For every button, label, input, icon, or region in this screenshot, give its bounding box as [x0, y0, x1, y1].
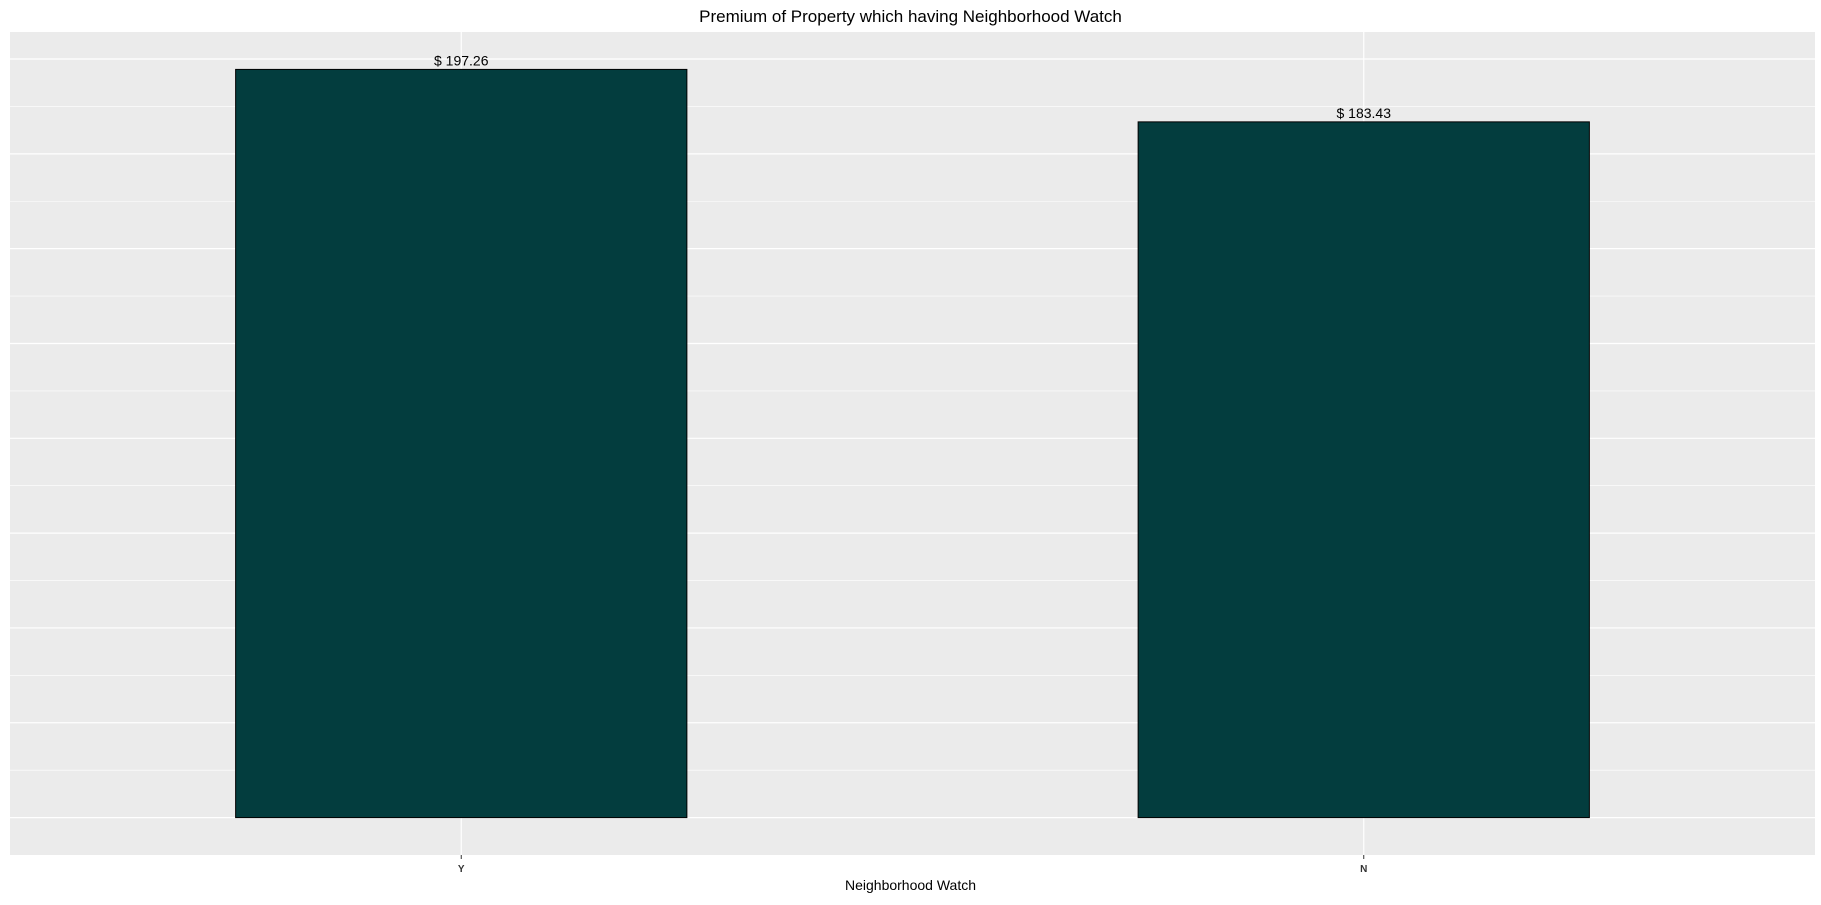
bar-y — [235, 68, 688, 819]
data-labels: $ 197.26 $ 183.43 — [434, 52, 1391, 120]
x-axis-title: Neighborhood Watch — [845, 877, 976, 893]
bars — [235, 68, 1590, 819]
x-tick-label: Y — [458, 864, 465, 875]
x-tick-label: N — [1360, 864, 1367, 875]
data-label: $ 197.26 — [434, 52, 489, 68]
chart-title: Premium of Property which having Neighbo… — [699, 7, 1122, 26]
bar-n — [1137, 121, 1590, 819]
data-label: $ 183.43 — [1337, 105, 1392, 121]
